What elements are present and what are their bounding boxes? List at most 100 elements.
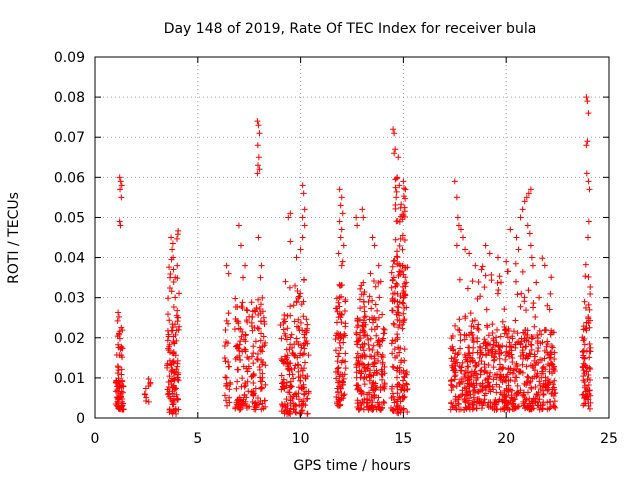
data-point (260, 333, 267, 340)
data-point (585, 273, 592, 280)
data-point (371, 242, 378, 249)
data-point (550, 381, 557, 388)
data-point (244, 368, 251, 375)
data-point (534, 348, 541, 355)
data-point (580, 326, 587, 333)
data-point (514, 382, 521, 389)
data-point (166, 264, 173, 271)
data-point (486, 250, 493, 257)
data-point (337, 344, 344, 351)
data-point (536, 396, 543, 403)
data-point (169, 401, 176, 408)
data-point (461, 370, 468, 377)
data-point (396, 312, 403, 319)
data-point (503, 392, 510, 399)
data-point (287, 303, 294, 310)
data-point (524, 389, 531, 396)
data-point (354, 222, 361, 229)
data-point (391, 150, 398, 157)
data-point (358, 390, 365, 397)
data-point (284, 352, 291, 359)
data-point (337, 371, 344, 378)
data-point (509, 333, 516, 340)
data-point (255, 325, 262, 332)
data-point (473, 405, 480, 412)
data-point (523, 382, 530, 389)
x-tick-label: 25 (600, 431, 618, 447)
data-point (479, 351, 486, 358)
data-point (536, 406, 543, 413)
data-point (474, 374, 481, 381)
data-point (392, 184, 399, 191)
data-point (335, 314, 342, 321)
data-point (461, 406, 468, 413)
data-point (115, 341, 122, 348)
data-point (244, 307, 251, 314)
data-point (245, 363, 252, 370)
data-point (461, 336, 468, 343)
data-point (255, 234, 262, 241)
data-point (400, 271, 407, 278)
data-point (507, 376, 514, 383)
data-point (353, 329, 360, 336)
data-point (175, 369, 182, 376)
data-point (257, 301, 264, 308)
data-point (116, 174, 123, 181)
data-point (396, 317, 403, 324)
data-point (488, 346, 495, 353)
data-point (339, 210, 346, 217)
data-point (242, 382, 249, 389)
data-point (399, 211, 406, 218)
data-point (496, 383, 503, 390)
data-point (521, 198, 528, 205)
data-point (391, 130, 398, 137)
data-point (333, 295, 340, 302)
data-point (465, 350, 472, 357)
data-point (363, 396, 370, 403)
data-point (174, 318, 181, 325)
data-point (549, 370, 556, 377)
data-point (256, 166, 263, 173)
data-point (283, 379, 290, 386)
data-point (304, 321, 311, 328)
y-tick-label: 0.08 (54, 90, 85, 106)
data-point (369, 347, 376, 354)
data-point (483, 306, 490, 313)
data-point (295, 368, 302, 375)
data-point (242, 346, 249, 353)
data-point (499, 318, 506, 325)
data-point (527, 186, 534, 193)
data-point (287, 334, 294, 341)
data-point (353, 361, 360, 368)
data-point (402, 264, 409, 271)
data-point (585, 320, 592, 327)
data-point (390, 393, 397, 400)
data-point (169, 321, 176, 328)
data-point (224, 340, 231, 347)
data-point (580, 373, 587, 380)
data-point (490, 357, 497, 364)
data-point (363, 374, 370, 381)
data-point (293, 298, 300, 305)
data-point (174, 262, 181, 269)
data-point (536, 294, 543, 301)
data-point (254, 142, 261, 149)
data-point (335, 299, 342, 306)
data-point (399, 232, 406, 239)
data-point (226, 363, 233, 370)
data-point (380, 335, 387, 342)
data-point (248, 323, 255, 330)
data-point (536, 327, 543, 334)
data-point (550, 403, 557, 410)
data-point (342, 365, 349, 372)
data-point (166, 357, 173, 364)
data-point (256, 344, 263, 351)
data-point (539, 405, 546, 412)
data-point (396, 182, 403, 189)
data-point (300, 313, 307, 320)
data-point (401, 346, 408, 353)
data-point (244, 354, 251, 361)
data-point (391, 257, 398, 264)
data-point (333, 319, 340, 326)
data-point (583, 170, 590, 177)
